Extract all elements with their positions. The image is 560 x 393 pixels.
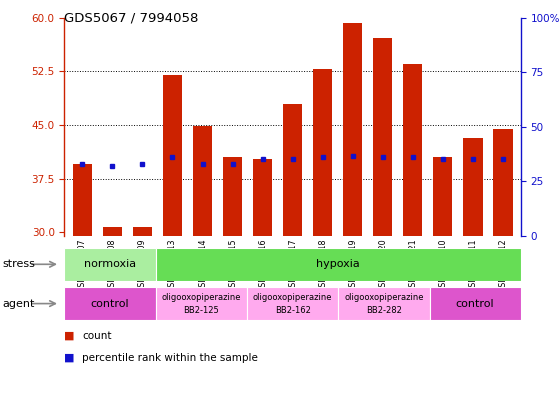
Bar bbox=[343, 24, 362, 236]
Bar bbox=[223, 157, 242, 236]
Bar bbox=[253, 159, 272, 236]
Bar bbox=[73, 164, 92, 236]
Text: oligooxopiperazine: oligooxopiperazine bbox=[253, 293, 332, 302]
Bar bbox=[493, 129, 512, 236]
Text: BB2-125: BB2-125 bbox=[184, 307, 219, 316]
Bar bbox=[247, 287, 338, 320]
Text: count: count bbox=[82, 331, 112, 341]
Bar bbox=[156, 287, 247, 320]
Text: stress: stress bbox=[3, 259, 36, 269]
Text: GDS5067 / 7994058: GDS5067 / 7994058 bbox=[64, 12, 199, 25]
Text: normoxia: normoxia bbox=[84, 259, 136, 269]
Text: oligooxopiperazine: oligooxopiperazine bbox=[344, 293, 423, 302]
Text: control: control bbox=[91, 299, 129, 309]
Text: hypoxia: hypoxia bbox=[316, 259, 360, 269]
Text: ■: ■ bbox=[64, 331, 75, 341]
Text: BB2-282: BB2-282 bbox=[366, 307, 402, 316]
Text: control: control bbox=[456, 299, 494, 309]
Bar bbox=[133, 227, 152, 236]
Bar bbox=[283, 103, 302, 236]
Bar bbox=[64, 248, 156, 281]
Text: percentile rank within the sample: percentile rank within the sample bbox=[82, 353, 258, 363]
Bar bbox=[463, 138, 483, 236]
Bar bbox=[102, 227, 122, 236]
Bar bbox=[403, 64, 422, 236]
Text: oligooxopiperazine: oligooxopiperazine bbox=[162, 293, 241, 302]
Text: BB2-162: BB2-162 bbox=[274, 307, 311, 316]
Bar bbox=[163, 75, 182, 236]
Bar bbox=[338, 287, 430, 320]
Bar bbox=[193, 127, 212, 236]
Text: agent: agent bbox=[3, 299, 35, 309]
Bar bbox=[373, 38, 393, 236]
Bar bbox=[433, 157, 452, 236]
Bar bbox=[64, 287, 156, 320]
Text: ■: ■ bbox=[64, 353, 75, 363]
Bar bbox=[156, 248, 521, 281]
Bar bbox=[430, 287, 521, 320]
Bar bbox=[313, 69, 333, 236]
